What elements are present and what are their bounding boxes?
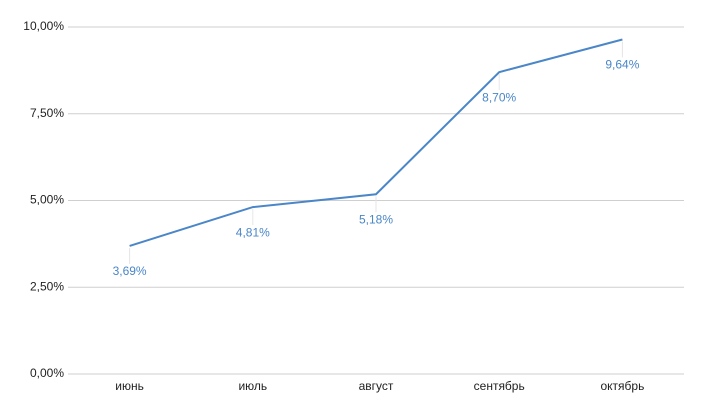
x-tick-label: октябрь — [600, 379, 644, 393]
y-tick-label: 2,50% — [30, 279, 64, 293]
data-label: 4,81% — [236, 225, 270, 239]
data-label: 5,18% — [359, 212, 393, 226]
y-tick-label: 5,00% — [30, 193, 64, 207]
data-label: 8,70% — [482, 90, 516, 104]
data-label: 3,69% — [113, 264, 147, 278]
y-tick-label: 7,50% — [30, 106, 64, 120]
x-tick-label: июль — [238, 379, 267, 393]
y-tick-label: 0,00% — [30, 366, 64, 380]
x-tick-label: август — [359, 379, 394, 393]
line — [129, 38, 623, 247]
data-label: 9,64% — [605, 58, 639, 72]
x-tick-label: сентябрь — [474, 379, 525, 393]
x-tick-label: июнь — [115, 379, 144, 393]
y-tick-label: 10,00% — [23, 19, 64, 33]
